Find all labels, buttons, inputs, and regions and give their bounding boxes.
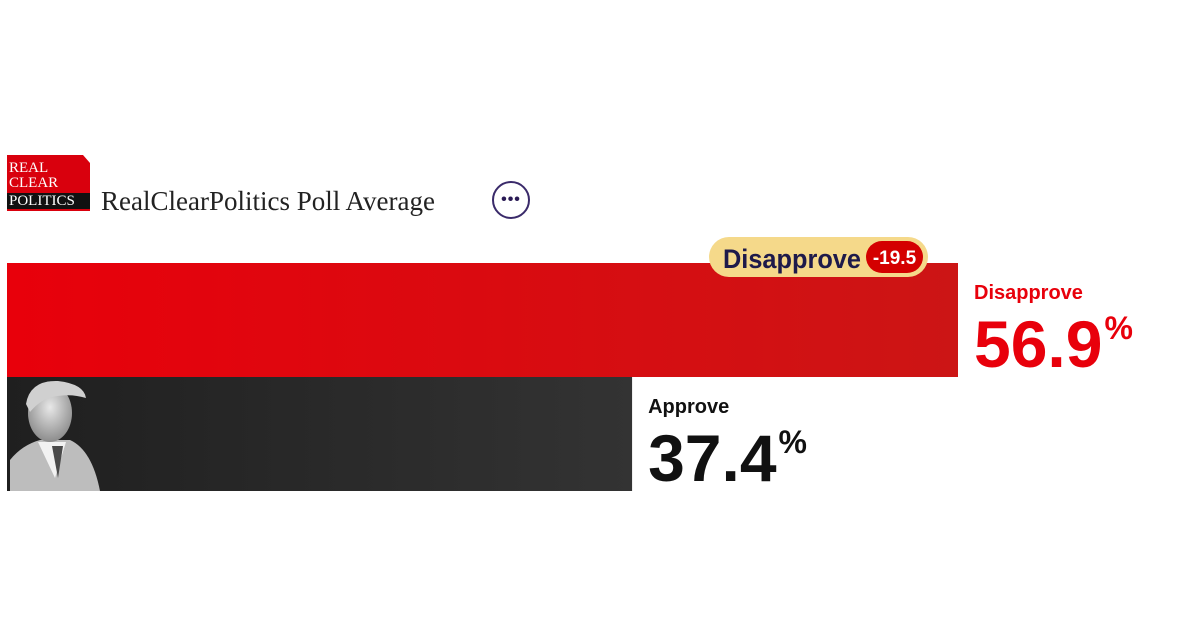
rcp-logo: REAL CLEAR POLITICS bbox=[7, 155, 90, 211]
spread-value: -19.5 bbox=[873, 248, 917, 269]
approve-unit: % bbox=[779, 424, 807, 460]
portrait-image bbox=[10, 380, 100, 491]
poll-average-title: RealClearPolitics Poll Average bbox=[101, 186, 435, 216]
logo-text-line-2: CLEAR bbox=[9, 175, 59, 191]
ellipsis-icon: ••• bbox=[501, 191, 521, 208]
leader-badge-label: Disapprove bbox=[723, 244, 861, 274]
approve-bar bbox=[7, 377, 633, 491]
approve-label: Approve bbox=[648, 396, 729, 418]
disapprove-value: 56.9 bbox=[974, 307, 1102, 381]
approve-value: 37.4 bbox=[648, 421, 777, 495]
logo-text-line-3: POLITICS bbox=[7, 193, 90, 209]
disapprove-unit: % bbox=[1104, 310, 1132, 346]
spread-pill bbox=[866, 241, 923, 273]
more-options-button[interactable]: ••• bbox=[492, 181, 530, 219]
disapprove-bar bbox=[7, 263, 958, 377]
disapprove-label: Disapprove bbox=[974, 282, 1083, 304]
logo-text-line-1: REAL bbox=[9, 160, 49, 176]
